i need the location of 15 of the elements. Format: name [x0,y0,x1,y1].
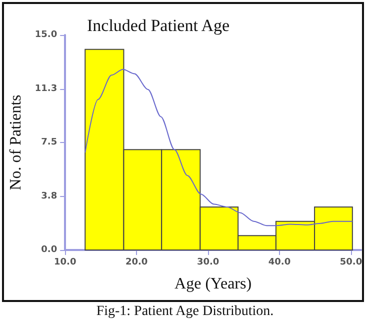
x-tick-label: 40.0 [268,258,291,268]
x-tick-label: 20.0 [125,258,148,268]
x-tick-label: 50.0 [340,258,362,268]
y-tick-label: 15.0 [34,30,58,40]
x-tick-label: 30.0 [196,258,220,268]
y-tick-label: 11.3 [34,84,58,94]
chart-title: Included Patient Age [87,16,230,35]
x-tick-label: 10.0 [54,258,76,268]
x-axis-title: Age (Years) [174,276,252,292]
y-tick-label: 3.8 [41,191,58,202]
text: Fig-1: Patient Age Distribution. [95,304,275,320]
y-tick-label: 0.0 [41,245,58,255]
y-axis-title: No. of Patients [8,94,24,190]
y-tick-label: 7.5 [41,138,58,148]
line-series [84,68,353,226]
